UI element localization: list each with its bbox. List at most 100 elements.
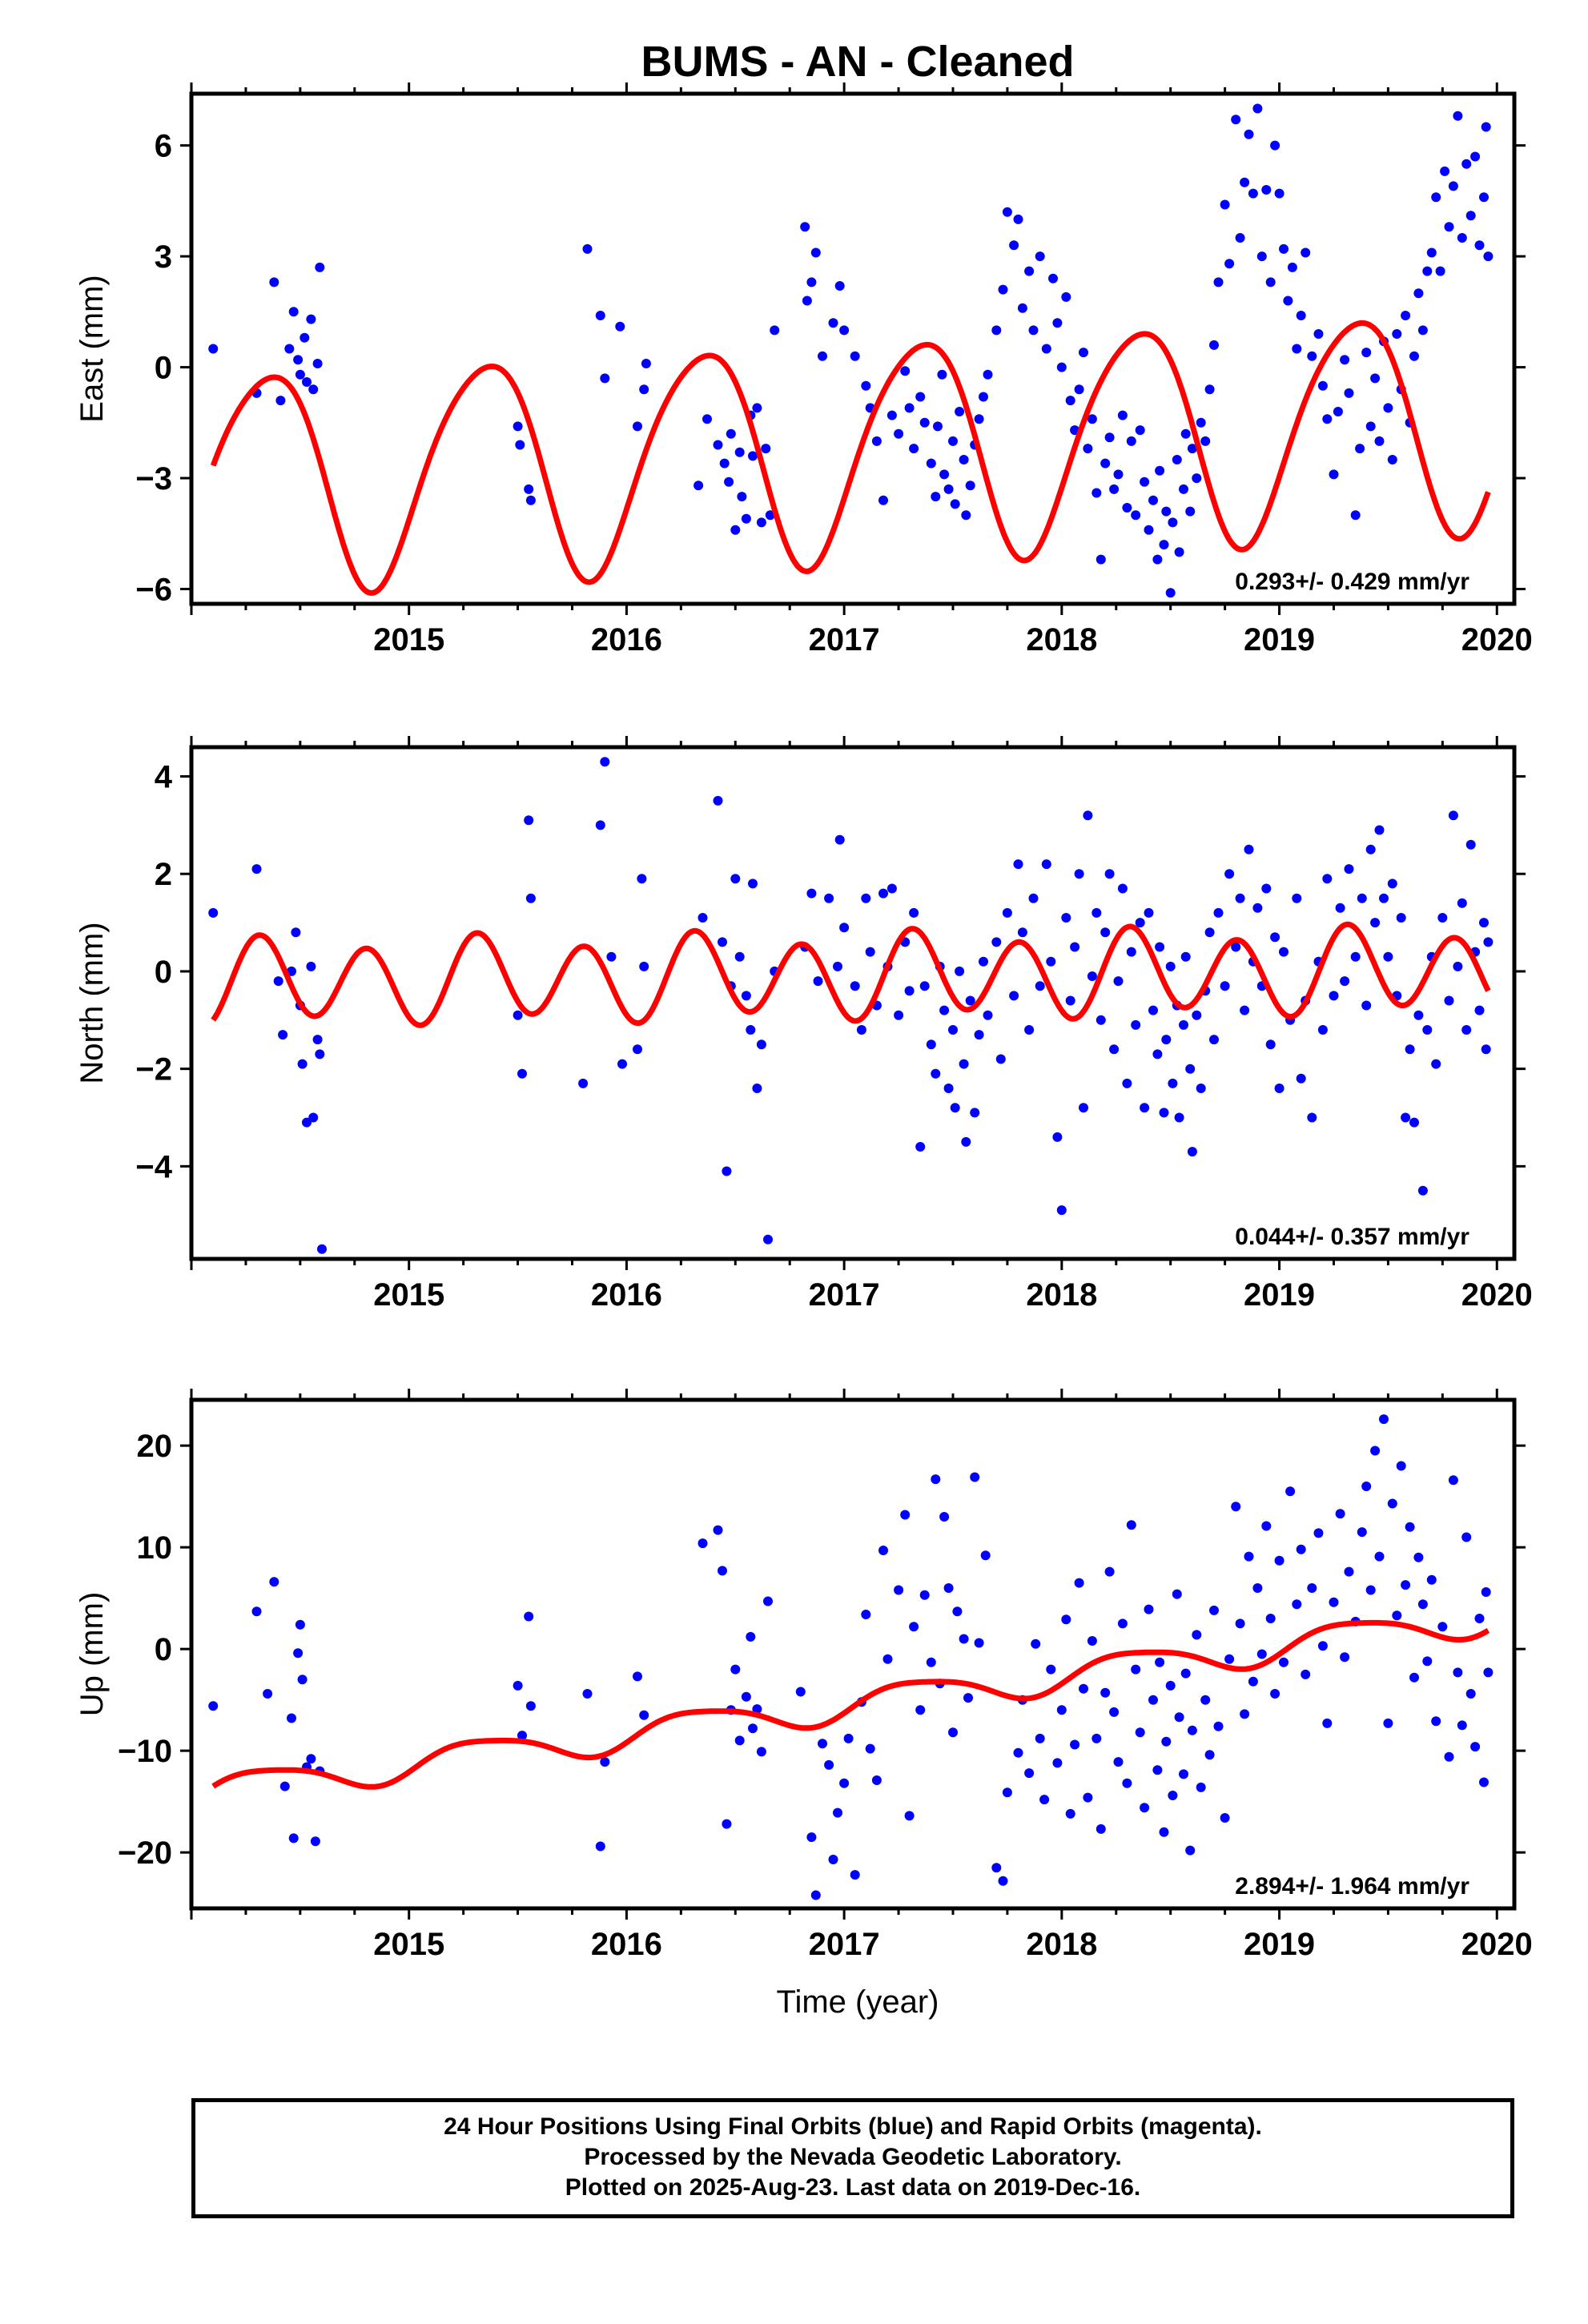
up-data-point [980, 1550, 991, 1561]
up-data-point [288, 1833, 299, 1844]
up-rate-label: 2.894+/- 1.964 mm/yr [1235, 1873, 1469, 1900]
east-data-point [1333, 407, 1343, 416]
up-data-point [746, 1631, 756, 1642]
up-data-point [963, 1693, 973, 1703]
east-data-point [1435, 266, 1445, 276]
east-data-point [284, 344, 295, 354]
north-data-point [839, 923, 850, 933]
east-data-point [1024, 266, 1035, 276]
up-data-point [1417, 1599, 1428, 1610]
north-data-point [718, 937, 727, 947]
up-data-point [1340, 1652, 1350, 1663]
north-data-point [1187, 1147, 1197, 1157]
up-data-point [1083, 1792, 1093, 1803]
up-data-point [1224, 1654, 1235, 1664]
north-data-point [637, 874, 647, 884]
east-data-point [275, 396, 286, 406]
east-data-point [1087, 414, 1097, 424]
up-data-point [1483, 1667, 1494, 1678]
up-data-point [1365, 1585, 1376, 1595]
east-data-point [948, 436, 958, 446]
up-data-point [1317, 1641, 1328, 1651]
north-data-point [970, 1108, 980, 1118]
up-data-point [639, 1710, 649, 1720]
east-data-point [1187, 444, 1197, 454]
east-data-point [1374, 436, 1385, 446]
east-data-point [302, 377, 312, 387]
east-data-point [959, 455, 969, 464]
north-data-point [850, 981, 860, 991]
north-data-point [297, 1059, 308, 1069]
north-data-point [302, 1117, 312, 1128]
north-data-point [1329, 991, 1339, 1001]
north-data-point [1104, 869, 1115, 879]
up-data-point [1256, 1649, 1267, 1659]
north-data-point [1009, 991, 1019, 1001]
up-data-point [1431, 1716, 1441, 1727]
north-data-point [834, 834, 845, 845]
north-data-point [1422, 1025, 1433, 1035]
up-data-point [306, 1754, 316, 1764]
north-data-point [1361, 1000, 1372, 1011]
east-data-point [306, 314, 316, 324]
east-data-point [933, 421, 943, 432]
north-x-tick-label: 2018 [1026, 1277, 1097, 1313]
east-data-point [1365, 421, 1376, 432]
up-data-point [1200, 1695, 1211, 1705]
east-data-point [600, 373, 610, 384]
north-data-point [315, 1049, 325, 1059]
north-data-point [1279, 947, 1288, 957]
east-data-point [1009, 240, 1019, 251]
up-data-point [525, 1701, 536, 1711]
north-data-point [1252, 903, 1263, 913]
up-data-point [1209, 1605, 1219, 1615]
up-data-point [1444, 1751, 1454, 1762]
north-data-point [756, 1039, 766, 1050]
north-data-point [748, 879, 758, 889]
north-data-point [1270, 932, 1280, 943]
up-data-point [1024, 1768, 1035, 1779]
north-data-point [1405, 1044, 1415, 1055]
east-data-point [1413, 288, 1424, 299]
north-data-point [1024, 1025, 1035, 1035]
up-data-point [1087, 1636, 1097, 1646]
up-data-point [850, 1870, 860, 1880]
up-data-point [919, 1590, 930, 1600]
north-data-point [974, 1030, 984, 1040]
up-data-point [1056, 1705, 1067, 1715]
east-data-point [1383, 403, 1393, 413]
north-data-point [306, 961, 316, 971]
north-data-point [979, 956, 988, 967]
north-data-point [1448, 810, 1458, 821]
east-data-point [991, 325, 1002, 336]
north-data-point [965, 995, 975, 1006]
east-data-point [1296, 311, 1306, 320]
north-data-point [1148, 1005, 1158, 1015]
east-data-point [1104, 432, 1115, 443]
east-data-point [1035, 251, 1045, 262]
up-data-point [1307, 1583, 1317, 1593]
north-data-point [1365, 844, 1376, 854]
up-data-point [810, 1890, 821, 1900]
up-data-point [828, 1855, 838, 1864]
north-data-point [961, 1136, 971, 1147]
up-data-point [1296, 1544, 1306, 1554]
up-data-point [1292, 1599, 1302, 1610]
up-data-point [1413, 1552, 1424, 1562]
east-x-tick-label: 2018 [1026, 622, 1097, 657]
east-data-point [1313, 329, 1324, 339]
up-data-point [939, 1512, 950, 1522]
up-data-point [1144, 1604, 1154, 1614]
north-data-point [1113, 976, 1124, 987]
east-data-point [1083, 444, 1093, 454]
up-data-point [1409, 1672, 1419, 1683]
up-data-point [1140, 1803, 1150, 1813]
up-data-point [517, 1731, 527, 1741]
east-data-point [979, 392, 988, 402]
east-data-point [931, 492, 941, 502]
north-data-point [273, 976, 283, 987]
east-data-point [1329, 469, 1339, 480]
east-y-tick-label: 6 [155, 129, 172, 164]
east-data-point [1109, 484, 1120, 494]
